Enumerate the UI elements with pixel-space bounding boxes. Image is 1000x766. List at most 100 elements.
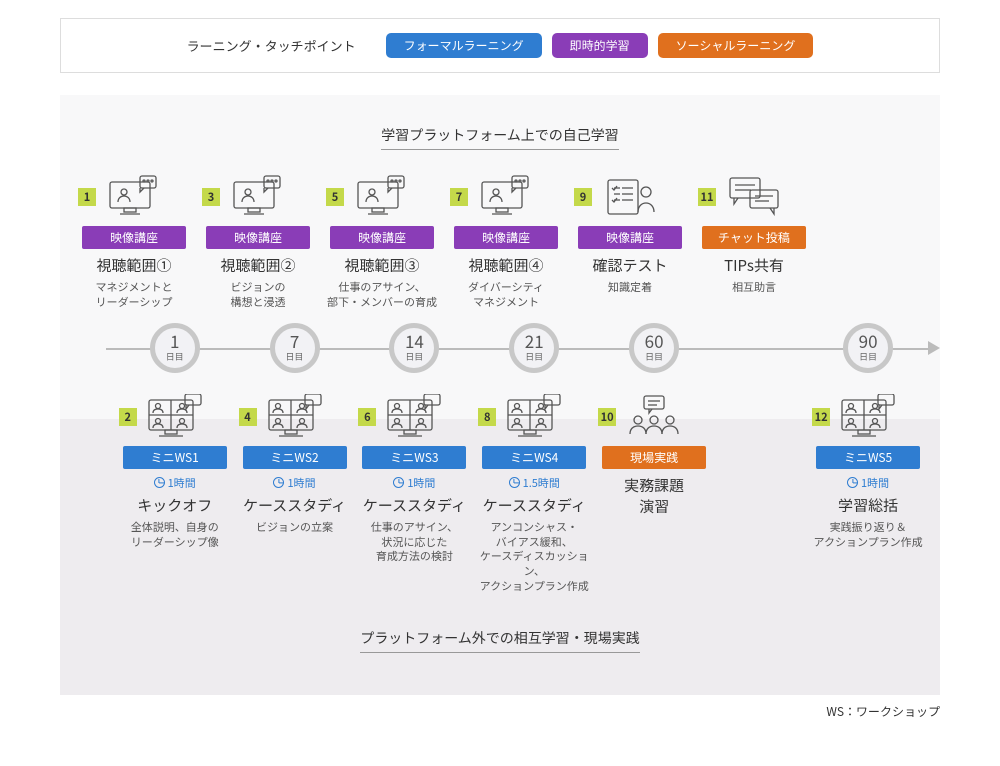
- step-number-badge: 10: [598, 408, 616, 426]
- step-number-badge: 12: [812, 408, 830, 426]
- card-title: ケーススタディ: [476, 495, 592, 516]
- top-card: 9 映像講座確認テスト知識定着: [572, 168, 688, 295]
- timeline: 1日目7日目14日目21日目60日目90日目: [72, 320, 928, 376]
- day-number: 7: [290, 332, 299, 349]
- card-title: 視聴範囲②: [200, 255, 316, 276]
- legend-pill-ondemand: 即時的学習: [552, 33, 648, 58]
- bottom-card: 12 ミニWS5 1時間学習総括実践振り返り＆アクションプラン作成: [810, 388, 926, 550]
- timeline-day-node: 1日目: [150, 323, 200, 373]
- card-tag: ミニWS1: [123, 446, 227, 469]
- card-tag: 映像講座: [454, 226, 558, 249]
- step-number-badge: 3: [202, 188, 220, 206]
- card-title: キックオフ: [117, 495, 233, 516]
- card-tag: 現場実践: [602, 446, 706, 469]
- top-card: 1 映像講座視聴範囲① マネジメントとリーダーシップ: [76, 168, 192, 310]
- card-subtitle: 知識定着: [572, 280, 688, 295]
- bottom-card: 8 ミニWS4 1.5時間ケーススタディアンコンシャス・バイアス緩和、ケースディスカ…: [476, 388, 592, 594]
- bottom-card: 2 ミニWS1 1時間キックオフ全体説明、自身のリーダーシップ像: [117, 388, 233, 550]
- clock-icon: [273, 477, 284, 488]
- timeline-day-node: 14日目: [389, 323, 439, 373]
- card-subtitle: ダイバーシティマネジメント: [448, 280, 564, 310]
- card-tag: ミニWS4: [482, 446, 586, 469]
- clock-icon: [393, 477, 404, 488]
- top-section-heading: 学習プラットフォーム上での自己学習: [381, 125, 619, 150]
- day-label: 日目: [405, 350, 423, 363]
- footnote: WS：ワークショップ: [0, 703, 940, 720]
- legend-pill-formal: フォーマルラーニング: [386, 33, 542, 58]
- card-subtitle: マネジメントとリーダーシップ: [76, 280, 192, 310]
- timeline-day-node: 7日目: [270, 323, 320, 373]
- day-number: 1: [170, 332, 179, 349]
- main-panel: 学習プラットフォーム上での自己学習 1映像講座視聴範囲①マネジメントとリーダーシ…: [60, 95, 940, 695]
- day-label: 日目: [166, 350, 184, 363]
- card-subtitle: ビジョンの立案: [237, 520, 353, 535]
- step-number-badge: 7: [450, 188, 468, 206]
- bottom-section-heading: プラットフォーム外での相互学習・現場実践: [360, 628, 640, 653]
- step-number-badge: 9: [574, 188, 592, 206]
- card-duration: 1時間: [117, 475, 233, 491]
- card-duration: 1時間: [356, 475, 472, 491]
- timeline-day-node: 60日目: [629, 323, 679, 373]
- clock-icon: [509, 477, 520, 488]
- card-subtitle: アンコンシャス・バイアス緩和、ケースディスカッション、アクションプラン作成: [476, 520, 592, 594]
- card-tag: ミニWS3: [362, 446, 466, 469]
- day-number: 21: [525, 332, 544, 349]
- card-subtitle: 仕事のアサイン、状況に応じた育成方法の検討: [356, 520, 472, 565]
- legend-pill-social: ソーシャルラーニング: [658, 33, 814, 58]
- legend-title: ラーニング・タッチポイント: [187, 36, 356, 55]
- day-number: 14: [405, 332, 424, 349]
- day-label: 日目: [286, 350, 304, 363]
- timeline-day-node: 21日目: [509, 323, 559, 373]
- bottom-card: 10 現場実践実務課題演習: [596, 388, 712, 521]
- card-title: 視聴範囲④: [448, 255, 564, 276]
- step-number-badge: 2: [119, 408, 137, 426]
- card-tag: 映像講座: [82, 226, 186, 249]
- card-duration: 1.5時間: [476, 475, 592, 491]
- day-label: 日目: [859, 350, 877, 363]
- card-subtitle: 相互助言: [696, 280, 812, 295]
- top-card: 7 映像講座視聴範囲④ ダイバーシティマネジメント: [448, 168, 564, 310]
- top-card: 5 映像講座視聴範囲③ 仕事のアサイン、部下・メンバーの育成: [324, 168, 440, 310]
- clock-icon: [154, 477, 165, 488]
- card-title: ケーススタディ: [356, 495, 472, 516]
- card-tag: 映像講座: [206, 226, 310, 249]
- card-tag: 映像講座: [578, 226, 682, 249]
- card-tag: ミニWS5: [816, 446, 920, 469]
- clock-icon: [847, 477, 858, 488]
- day-label: 日目: [525, 350, 543, 363]
- top-card: 3 映像講座視聴範囲② ビジョンの構想と浸透: [200, 168, 316, 310]
- card-duration: 1時間: [237, 475, 353, 491]
- card-title: ケーススタディ: [237, 495, 353, 516]
- step-number-badge: 11: [698, 188, 716, 206]
- card-tag: ミニWS2: [243, 446, 347, 469]
- bottom-row: 2ミニWS11時間キックオフ全体説明、自身のリーダーシップ像4ミニWS21時間ケ…: [72, 388, 928, 618]
- card-title: 視聴範囲①: [76, 255, 192, 276]
- day-number: 60: [645, 332, 664, 349]
- timeline-arrowhead: [928, 341, 940, 355]
- timeline-day-node: 90日目: [843, 323, 893, 373]
- legend-bar: ラーニング・タッチポイント フォーマルラーニング 即時的学習 ソーシャルラーニン…: [60, 18, 940, 73]
- day-number: 90: [859, 332, 878, 349]
- card-title: TIPs共有: [696, 255, 812, 276]
- card-duration: 1時間: [810, 475, 926, 491]
- day-label: 日目: [645, 350, 663, 363]
- card-subtitle: 全体説明、自身のリーダーシップ像: [117, 520, 233, 550]
- card-title: 確認テスト: [572, 255, 688, 276]
- card-title: 学習総括: [810, 495, 926, 516]
- card-tag: 映像講座: [330, 226, 434, 249]
- step-number-badge: 6: [358, 408, 376, 426]
- step-number-badge: 8: [478, 408, 496, 426]
- top-card: 11 チャット投稿 TIPs共有相互助言: [696, 168, 812, 295]
- card-subtitle: 仕事のアサイン、部下・メンバーの育成: [324, 280, 440, 310]
- step-number-badge: 4: [239, 408, 257, 426]
- top-row: 1映像講座視聴範囲①マネジメントとリーダーシップ3映像講座視聴範囲②ビジョンの構…: [72, 168, 928, 310]
- card-subtitle: ビジョンの構想と浸透: [200, 280, 316, 310]
- bottom-card: 4 ミニWS2 1時間ケーススタディビジョンの立案: [237, 388, 353, 535]
- card-subtitle: 実践振り返り＆アクションプラン作成: [810, 520, 926, 550]
- card-title: 視聴範囲③: [324, 255, 440, 276]
- card-tag: チャット投稿: [702, 226, 806, 249]
- card-title: 実務課題演習: [596, 475, 712, 517]
- bottom-card: 6 ミニWS3 1時間ケーススタディ仕事のアサイン、状況に応じた育成方法の検討: [356, 388, 472, 565]
- step-number-badge: 1: [78, 188, 96, 206]
- step-number-badge: 5: [326, 188, 344, 206]
